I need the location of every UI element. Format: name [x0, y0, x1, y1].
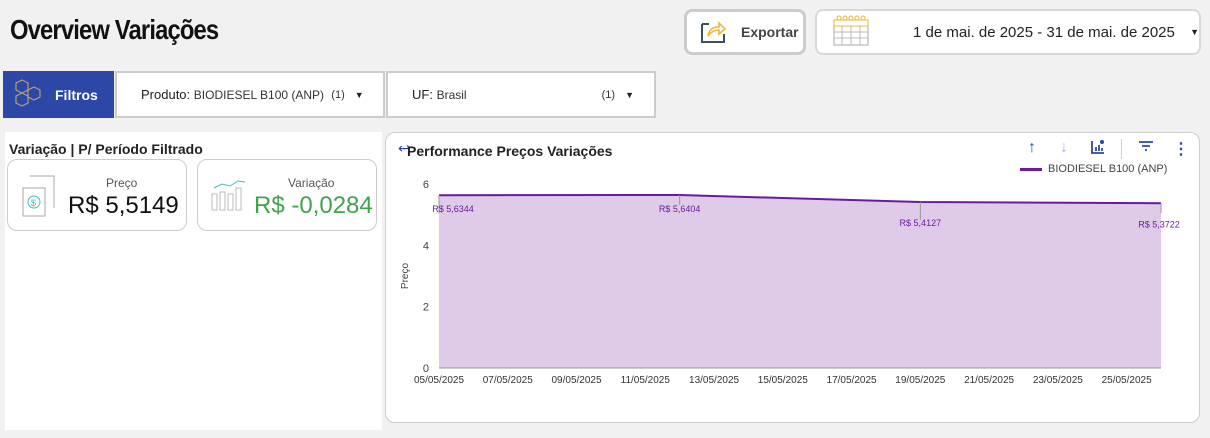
chart-legend: BIODIESEL B100 (ANP) [1020, 163, 1167, 175]
y-tick-label: 4 [423, 240, 429, 252]
variacao-label: Variação [288, 176, 335, 190]
x-tick-label: 07/05/2025 [483, 375, 533, 386]
preco-label: Preço [106, 176, 138, 190]
date-range-value: 1 de mai. de 2025 - 31 de mai. de 2025 [913, 23, 1175, 41]
bar-line-chart-icon [210, 180, 248, 217]
y-tick-label: 6 [423, 179, 429, 191]
kpi-section-title: Variação | P/ Período Filtrado [9, 141, 203, 157]
data-label: R$ 5,6344 [432, 204, 474, 214]
chevron-down-icon: ▼ [1190, 27, 1199, 37]
data-label: R$ 5,4127 [900, 218, 942, 228]
export-label: Exportar [741, 24, 799, 40]
x-tick-label: 13/05/2025 [689, 375, 739, 386]
y-tick-label: 0 [423, 363, 429, 375]
filter-icon[interactable] [1138, 139, 1154, 156]
reset-back-icon[interactable]: ↩ [398, 140, 410, 156]
legend-swatch [1020, 167, 1042, 171]
calendar-icon [833, 14, 869, 50]
preco-value: R$ 5,5149 [68, 192, 179, 219]
kpi-card-variacao: Variação R$ -0,0284 [197, 159, 377, 231]
produto-filter-value: BIODIESEL B100 (ANP) [193, 87, 325, 102]
page-title: Overview Variações [10, 14, 219, 45]
x-tick-label: 05/05/2025 [414, 375, 464, 386]
data-label: R$ 5,6404 [659, 204, 701, 214]
uf-filter-dropdown[interactable]: UF: Brasil (1) ▼ [386, 71, 656, 118]
area-fill [439, 195, 1161, 368]
x-tick-label: 23/05/2025 [1033, 375, 1083, 386]
legend-label: BIODIESEL B100 (ANP) [1048, 163, 1168, 175]
chevron-down-icon: ▼ [625, 89, 634, 100]
export-button[interactable]: Exportar [684, 9, 806, 55]
x-tick-label: 17/05/2025 [827, 375, 877, 386]
uf-filter-count: (1) [601, 88, 616, 101]
filters-label: Filtros [55, 86, 98, 103]
series-line [438, 194, 1162, 205]
y-tick-label: 2 [423, 302, 429, 314]
export-icon [699, 18, 727, 47]
chart-settings-icon[interactable] [1090, 139, 1106, 160]
produto-filter-dropdown[interactable]: Produto: BIODIESEL B100 (ANP) (1) ▼ [115, 71, 385, 118]
chevron-down-icon: ▼ [354, 89, 364, 100]
receipt-dollar-icon: $ [20, 174, 56, 223]
x-tick-label: 09/05/2025 [551, 375, 601, 386]
date-range-picker[interactable]: 1 de mai. de 2025 - 31 de mai. de 2025 ▼ [815, 9, 1201, 55]
produto-filter-count: (1) [331, 88, 345, 101]
hexagon-network-icon [13, 78, 43, 111]
uf-filter-key: UF: [412, 87, 433, 102]
toolbar-divider [1121, 139, 1122, 159]
svg-text:$: $ [31, 198, 36, 208]
kpi-card-preco: $ Preço R$ 5,5149 [7, 159, 187, 231]
y-axis-label: Preço [400, 263, 411, 290]
arrow-down-icon[interactable]: ↓ [1060, 139, 1068, 156]
x-tick-label: 25/05/2025 [1102, 375, 1152, 386]
uf-filter-value: Brasil [436, 87, 467, 102]
chart-title: Performance Preços Variações [407, 143, 613, 159]
x-tick-label: 11/05/2025 [621, 375, 671, 386]
arrow-up-icon[interactable]: ↑ [1028, 139, 1036, 156]
x-tick-label: 19/05/2025 [895, 375, 945, 386]
x-tick-label: 21/05/2025 [964, 375, 1014, 386]
more-vertical-icon[interactable]: ⋮ [1173, 141, 1189, 158]
x-tick-label: 15/05/2025 [758, 375, 808, 386]
variacao-value: R$ -0,0284 [254, 192, 373, 219]
filters-button[interactable]: Filtros [3, 71, 114, 118]
data-label: R$ 5,3722 [1138, 219, 1180, 229]
produto-filter-key: Produto: [141, 87, 191, 102]
